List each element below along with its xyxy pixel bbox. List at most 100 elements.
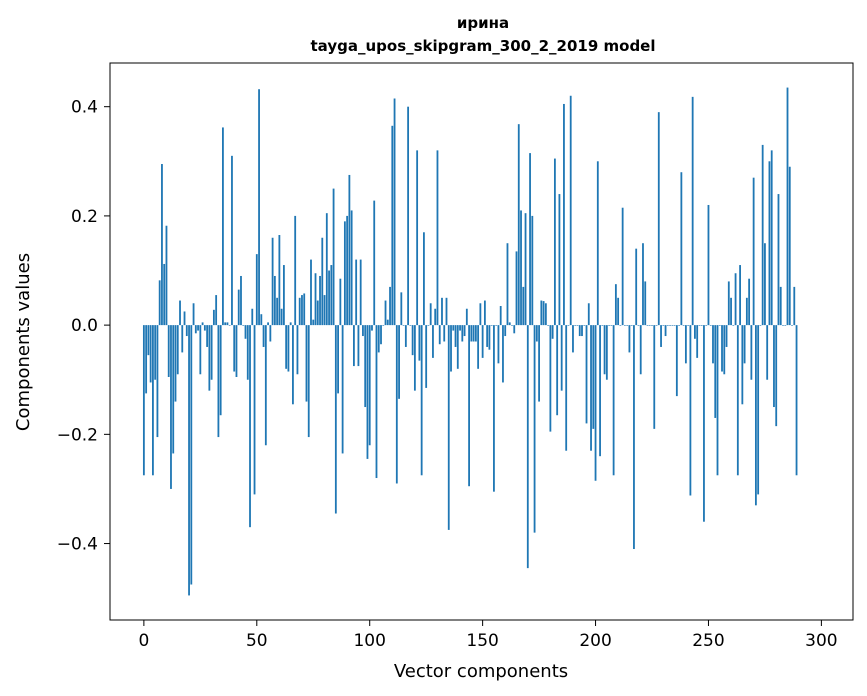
bar (646, 325, 649, 326)
bar (515, 251, 518, 326)
bar (312, 319, 315, 326)
bar (734, 273, 737, 326)
bar (526, 325, 529, 569)
bar (687, 325, 690, 326)
bar (639, 325, 642, 375)
bar (779, 286, 782, 326)
bar (709, 325, 712, 326)
bar (163, 263, 166, 326)
bar (635, 248, 638, 326)
bar (544, 303, 547, 326)
x-tick-label: 0 (138, 631, 149, 651)
bar (371, 325, 373, 331)
bar (364, 325, 367, 408)
bar (425, 325, 428, 388)
bar (750, 325, 753, 380)
bar (228, 325, 231, 326)
plot-frame (109, 62, 854, 621)
bar (630, 325, 633, 326)
bar (477, 325, 480, 369)
bar (490, 325, 493, 326)
bar (185, 325, 188, 337)
bar (637, 325, 640, 326)
bar (226, 322, 229, 326)
bar (463, 325, 466, 337)
bar (350, 210, 353, 326)
bar (325, 213, 328, 326)
bar (402, 325, 405, 326)
bar (506, 243, 509, 326)
bar (384, 300, 387, 326)
bar (793, 286, 796, 326)
bar (298, 297, 301, 326)
bar (472, 325, 475, 342)
bar (346, 215, 349, 326)
bar (502, 325, 504, 383)
bar (215, 295, 218, 326)
bar (684, 325, 687, 364)
bar (499, 306, 502, 326)
bar (581, 325, 583, 337)
bar (456, 325, 459, 369)
bar (375, 325, 378, 479)
bar (386, 319, 389, 326)
bar (786, 87, 789, 326)
bar (398, 325, 400, 399)
bar (343, 221, 346, 326)
bar (572, 325, 574, 353)
bar (316, 300, 319, 326)
bar (791, 325, 793, 326)
bar (332, 188, 335, 326)
bar (721, 325, 723, 372)
bar (651, 325, 653, 326)
bar (203, 325, 206, 331)
bar (436, 150, 439, 326)
bar (319, 275, 321, 326)
bar (167, 325, 170, 377)
bar (666, 325, 669, 326)
bar (142, 325, 145, 476)
bar (508, 322, 511, 326)
bar (222, 127, 224, 326)
bar (511, 325, 513, 326)
bar (614, 284, 617, 326)
bar (443, 325, 446, 342)
bar (488, 325, 491, 350)
bar (307, 325, 310, 438)
bar (289, 322, 292, 326)
bar (578, 325, 581, 337)
bar (698, 325, 701, 326)
bar (535, 325, 538, 342)
bar (497, 325, 500, 364)
bar (626, 325, 629, 326)
bar (754, 325, 757, 506)
bar (149, 325, 152, 383)
bar (339, 278, 342, 326)
bar (224, 322, 227, 326)
bar (465, 308, 468, 326)
bar (145, 325, 148, 394)
bar (549, 325, 552, 432)
bar (170, 325, 172, 489)
bar (208, 325, 211, 391)
bar (393, 98, 396, 326)
bar (244, 325, 247, 339)
bar (657, 112, 660, 326)
bar (235, 325, 238, 377)
bar (739, 265, 741, 326)
bar (736, 325, 739, 476)
bar (423, 232, 425, 326)
bar (730, 297, 732, 326)
bar (725, 325, 728, 347)
bar (517, 124, 520, 326)
bar (745, 297, 748, 326)
bar (262, 325, 265, 347)
bar (757, 325, 760, 495)
bar (653, 325, 656, 429)
bar (391, 125, 394, 326)
bar (553, 158, 556, 326)
bar (691, 96, 694, 326)
bar (337, 325, 339, 394)
bar (330, 265, 333, 326)
bar (775, 325, 778, 427)
